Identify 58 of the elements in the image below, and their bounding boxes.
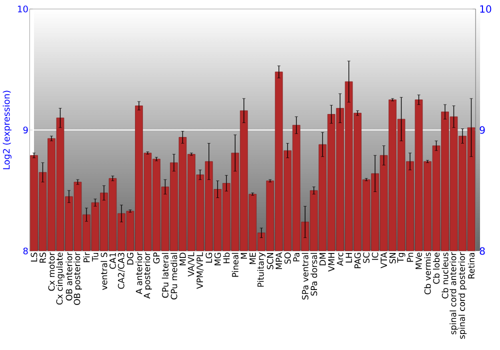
x-tick-label: Pituitary bbox=[257, 252, 266, 287]
x-tick-label: VA/VL bbox=[188, 252, 195, 277]
x-tick-label: Pir bbox=[83, 252, 90, 262]
x-tick-label: spinal cord posterior bbox=[458, 252, 467, 339]
x-tick-label: Pa bbox=[293, 252, 300, 262]
y-tick-label: 8 bbox=[23, 248, 28, 254]
x-tick-label: M bbox=[240, 253, 247, 259]
x-tick-label: MPA bbox=[276, 252, 282, 270]
x-tick-label: SCN bbox=[266, 253, 274, 270]
x-tick-label: GP bbox=[153, 252, 160, 264]
x-tick-label: Cx motor bbox=[48, 252, 55, 291]
x-tick-label: ventral S bbox=[100, 252, 108, 290]
y2-tick-label: 8 bbox=[480, 247, 485, 255]
x-tick-label: SN bbox=[389, 253, 396, 264]
x-tick-label: Tg bbox=[397, 252, 406, 263]
x-tick-label: Cb nucleus bbox=[442, 252, 448, 298]
x-tick-label: CA2/CA3 bbox=[118, 252, 125, 289]
y-tick-label: 10 bbox=[18, 6, 28, 12]
x-tick-label: A posterior bbox=[144, 252, 152, 299]
x-tick-label: LS bbox=[30, 252, 38, 262]
x-tick-label: SPa ventral bbox=[302, 252, 308, 300]
x-tick-label: SO bbox=[284, 252, 291, 264]
x-tick-label: spinal cord anterior bbox=[450, 252, 458, 334]
x-tick-label: LH bbox=[346, 253, 352, 262]
x-tick-label: DG bbox=[127, 252, 134, 264]
x-tick-label: Cx cingulate bbox=[56, 252, 64, 305]
x-tick-label: Pn bbox=[406, 252, 414, 262]
x-tick-label: CPu medial bbox=[170, 252, 178, 300]
x-tick-label: VMH bbox=[328, 253, 334, 272]
x-tick-label: MD bbox=[180, 252, 186, 266]
y-tick-label: 9 bbox=[23, 126, 28, 134]
x-tick-label: Tu bbox=[92, 252, 98, 262]
x-tick-label: Cb vermis bbox=[424, 252, 431, 294]
x-tick-label: MVe bbox=[416, 252, 422, 270]
x-tick-label: Hb bbox=[223, 252, 230, 264]
x-tick-label: RS bbox=[40, 252, 46, 263]
x-tick-label: A anterior bbox=[136, 252, 142, 294]
x-tick-label: PAG bbox=[354, 252, 361, 268]
x-tick-label: ME bbox=[250, 252, 256, 264]
y-axis-title: Log2 (expression) bbox=[2, 90, 12, 170]
x-tick-label: Retina bbox=[468, 252, 475, 278]
y2-tick-label: 10 bbox=[480, 5, 492, 13]
x-tick-label: SPa dorsal bbox=[310, 252, 318, 296]
x-tick-label: IC bbox=[372, 252, 378, 260]
x-tick-label: MG bbox=[214, 252, 221, 266]
x-tick-label: Cb lobe bbox=[432, 252, 440, 284]
x-tick-label: VPM/VPL bbox=[196, 252, 204, 289]
x-tick-label: LG bbox=[206, 252, 212, 263]
x-tick-label: OB anterior bbox=[66, 252, 72, 300]
x-tick-label: CPu lateral bbox=[162, 252, 168, 298]
x-tick-label: VTA bbox=[380, 252, 387, 268]
x-tick-label: Arc bbox=[336, 252, 344, 266]
x-tick-label: Pineal bbox=[232, 252, 238, 277]
x-tick-label: CA1 bbox=[110, 252, 116, 269]
x-tick-label: SC bbox=[363, 252, 370, 263]
x-tick-label: DM bbox=[320, 253, 326, 266]
x-tick-label: OB posterior bbox=[74, 252, 82, 305]
y2-tick-label: 9 bbox=[480, 126, 485, 134]
